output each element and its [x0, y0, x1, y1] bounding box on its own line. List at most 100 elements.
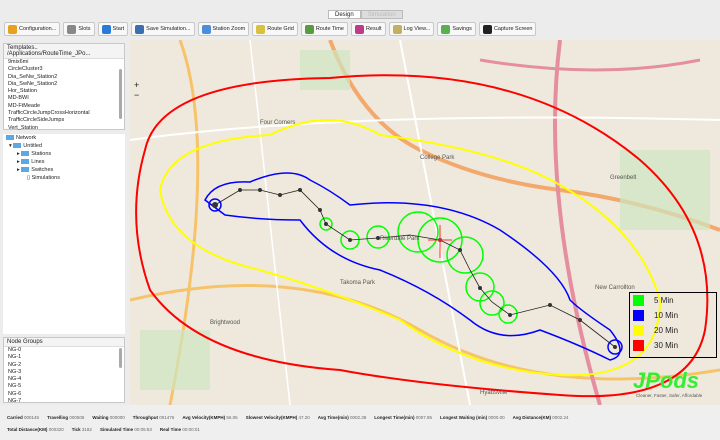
tree-switches[interactable]: ▸ Switches	[17, 167, 54, 173]
template-item[interactable]: Dia_SeNw_Station2	[8, 73, 58, 80]
end-station[interactable]	[607, 339, 623, 355]
status-item: Real Time 00:00:01	[160, 427, 200, 432]
template-item[interactable]: Hor_Station	[8, 88, 38, 95]
status-value: 0002.24	[552, 415, 569, 420]
map-label: Brightwood	[210, 320, 241, 326]
save-simulation-button[interactable]: Save Simulation...	[131, 22, 195, 36]
node-group-item[interactable]: NG-7	[8, 398, 22, 405]
status-label: Avg Time(min)	[317, 415, 349, 420]
tab-design[interactable]: Design	[328, 10, 361, 19]
chart-icon	[354, 24, 364, 34]
template-item[interactable]: 9mix6mi	[8, 59, 29, 65]
legend-label: 20 Min	[654, 326, 679, 335]
start-button[interactable]: Start	[97, 22, 129, 36]
legend-swatch	[633, 295, 644, 306]
status-label: Tick	[71, 427, 81, 432]
stations[interactable]	[212, 188, 617, 349]
status-item: Tick 3182	[72, 427, 92, 432]
template-item[interactable]: Dia_SwNe_Station2	[8, 80, 58, 87]
button-label: Log View...	[403, 26, 431, 32]
route-grid-button[interactable]: Route Grid	[252, 22, 298, 36]
status-value: 56.05	[226, 415, 238, 420]
log-icon	[392, 24, 402, 34]
savings-button[interactable]: Savings	[437, 22, 476, 36]
template-item[interactable]: Vert_Station	[8, 124, 38, 131]
status-label: Carried	[7, 415, 23, 420]
tree-untitled[interactable]: ▾ Untitled	[9, 143, 42, 149]
status-value: 00:05:53	[134, 427, 152, 432]
legend-item: 20 Min	[630, 323, 716, 338]
button-label: Capture Screen	[493, 26, 533, 32]
tab-simulation[interactable]: Simulation	[360, 10, 403, 19]
status-value: 000505	[69, 415, 85, 420]
tree-simulations[interactable]: ▯ Simulations	[27, 175, 60, 181]
status-item: Total Distance(KM) 000320	[7, 427, 64, 432]
scrollbar[interactable]	[119, 348, 122, 368]
status-value: 0000.00	[488, 415, 505, 420]
tree-stations[interactable]: ▸ Stations	[17, 151, 52, 157]
map-label: Four Corners	[260, 120, 296, 126]
button-label: Start	[112, 26, 125, 32]
log-view-button[interactable]: Log View...	[388, 22, 435, 36]
node-group-item[interactable]: NG-6	[8, 390, 22, 397]
button-label: Save Simulation...	[146, 26, 191, 32]
status-item: Travelling 000505	[47, 415, 84, 420]
capture-screen-button[interactable]: Capture Screen	[478, 22, 537, 36]
map-label: Hyattsville	[480, 390, 508, 396]
zoom-controls[interactable]: + −	[134, 80, 140, 100]
result-button[interactable]: Result	[350, 22, 386, 36]
status-label: Throughput	[132, 415, 159, 420]
station-zoom-button[interactable]: Station Zoom	[197, 22, 250, 36]
origin-station[interactable]	[208, 198, 222, 212]
legend-label: 5 Min	[654, 296, 674, 305]
status-value: 000145	[24, 415, 40, 420]
route-time-button[interactable]: Route Time	[300, 22, 348, 36]
node-group-item[interactable]: NG-0	[8, 347, 22, 353]
folder-icon	[6, 135, 14, 141]
templates-title: Templates.. /Applications/RouteTime_JPo.…	[4, 44, 124, 59]
status-label: Longest Waiting (min)	[440, 415, 488, 420]
scrollbar[interactable]	[119, 69, 122, 119]
button-label: Station Zoom	[212, 26, 246, 32]
status-item: Throughput 001476	[133, 415, 175, 420]
node-group-item[interactable]: NG-2	[8, 361, 22, 368]
status-value: 000320	[48, 427, 64, 432]
node-group-item[interactable]: NG-5	[8, 383, 22, 390]
legend-swatch	[633, 325, 644, 336]
status-item: Slowest Velocity(KMPH) 47.20	[246, 415, 310, 420]
button-label: Route Grid	[267, 26, 294, 32]
node-groups-title: Node Groups	[4, 338, 124, 347]
legend-swatch	[633, 310, 644, 321]
slots-icon	[67, 24, 77, 34]
jpods-tagline: Cleaner, Faster, Safer, Affordable	[636, 393, 703, 398]
gear-icon	[8, 24, 17, 34]
configuration-button[interactable]: Configuration...	[4, 22, 61, 36]
status-label: Slowest Velocity(KMPH)	[245, 415, 298, 420]
status-label: Longest Time(min)	[374, 415, 415, 420]
template-item[interactable]: TrafficCircleJumpCrossHorizontal	[8, 110, 90, 117]
legend-item: 10 Min	[630, 308, 716, 323]
slots-button[interactable]: Slots	[63, 22, 95, 36]
template-item[interactable]: TrafficCircleSideJumps	[8, 117, 65, 124]
template-item[interactable]: MD-BWI	[8, 95, 29, 102]
tree-lines[interactable]: ▸ Lines	[17, 159, 45, 165]
node-group-item[interactable]: NG-3	[8, 368, 22, 375]
node-group-item[interactable]: NG-4	[8, 376, 22, 383]
map-label: Riverdale Park	[380, 236, 420, 242]
template-item[interactable]: MD-FtMeade	[8, 102, 41, 109]
status-value: 001476	[159, 415, 175, 420]
folder-icon	[21, 167, 30, 173]
jpods-logo: JPods	[633, 368, 700, 393]
play-icon	[101, 24, 111, 34]
tree-root[interactable]: Network	[3, 134, 125, 142]
map-icon	[304, 24, 314, 34]
template-item[interactable]: CircleCluster3	[8, 66, 43, 73]
grid-icon	[256, 24, 266, 34]
legend-item: 30 Min	[630, 338, 716, 353]
map-canvas[interactable]: + − Takoma Park Brightwood New Carrollton Hy…	[130, 40, 720, 405]
folder-icon	[21, 159, 30, 165]
node-group-item[interactable]: NG-1	[8, 354, 22, 361]
status-label: Waiting	[92, 415, 109, 420]
crosshair-icon	[428, 225, 452, 258]
magnifier-icon	[201, 24, 211, 34]
